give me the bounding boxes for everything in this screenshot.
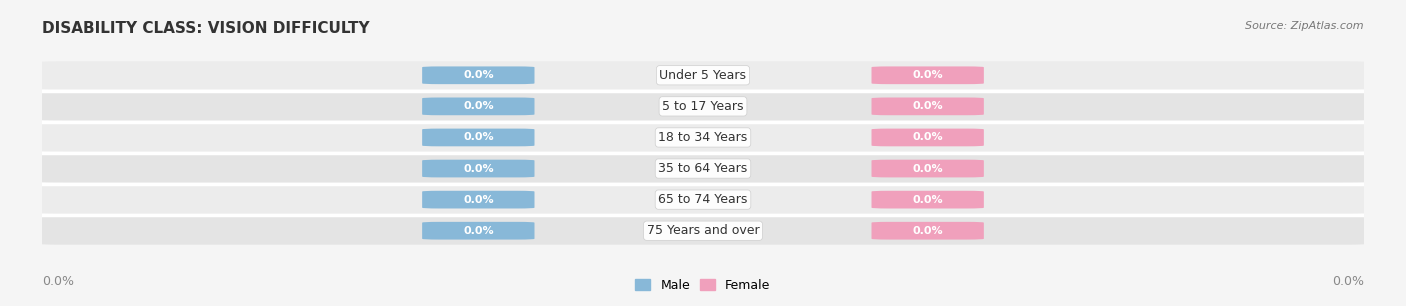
FancyBboxPatch shape [35, 61, 1371, 89]
Text: 5 to 17 Years: 5 to 17 Years [662, 100, 744, 113]
Text: 0.0%: 0.0% [463, 132, 494, 143]
FancyBboxPatch shape [35, 217, 1371, 245]
Legend: Male, Female: Male, Female [630, 274, 776, 297]
Text: 0.0%: 0.0% [912, 226, 943, 236]
FancyBboxPatch shape [35, 92, 1371, 120]
FancyBboxPatch shape [422, 191, 534, 208]
Text: 0.0%: 0.0% [463, 226, 494, 236]
Text: 0.0%: 0.0% [912, 101, 943, 111]
Text: 0.0%: 0.0% [463, 70, 494, 80]
Text: 0.0%: 0.0% [1331, 275, 1364, 288]
FancyBboxPatch shape [422, 222, 534, 240]
FancyBboxPatch shape [422, 160, 534, 177]
FancyBboxPatch shape [35, 186, 1371, 214]
Text: 0.0%: 0.0% [912, 195, 943, 205]
Text: 18 to 34 Years: 18 to 34 Years [658, 131, 748, 144]
Text: Source: ZipAtlas.com: Source: ZipAtlas.com [1246, 21, 1364, 32]
Text: 0.0%: 0.0% [42, 275, 75, 288]
FancyBboxPatch shape [422, 98, 534, 115]
Text: 75 Years and over: 75 Years and over [647, 224, 759, 237]
Text: 0.0%: 0.0% [463, 163, 494, 174]
Text: 0.0%: 0.0% [463, 101, 494, 111]
Text: DISABILITY CLASS: VISION DIFFICULTY: DISABILITY CLASS: VISION DIFFICULTY [42, 21, 370, 36]
Text: 0.0%: 0.0% [463, 195, 494, 205]
FancyBboxPatch shape [872, 160, 984, 177]
FancyBboxPatch shape [872, 129, 984, 146]
FancyBboxPatch shape [35, 155, 1371, 183]
FancyBboxPatch shape [422, 66, 534, 84]
FancyBboxPatch shape [872, 191, 984, 208]
FancyBboxPatch shape [872, 98, 984, 115]
Text: 65 to 74 Years: 65 to 74 Years [658, 193, 748, 206]
Text: 0.0%: 0.0% [912, 132, 943, 143]
Text: 0.0%: 0.0% [912, 70, 943, 80]
FancyBboxPatch shape [872, 222, 984, 240]
Text: Under 5 Years: Under 5 Years [659, 69, 747, 82]
Text: 35 to 64 Years: 35 to 64 Years [658, 162, 748, 175]
FancyBboxPatch shape [35, 123, 1371, 151]
Text: 0.0%: 0.0% [912, 163, 943, 174]
FancyBboxPatch shape [422, 129, 534, 146]
FancyBboxPatch shape [872, 66, 984, 84]
